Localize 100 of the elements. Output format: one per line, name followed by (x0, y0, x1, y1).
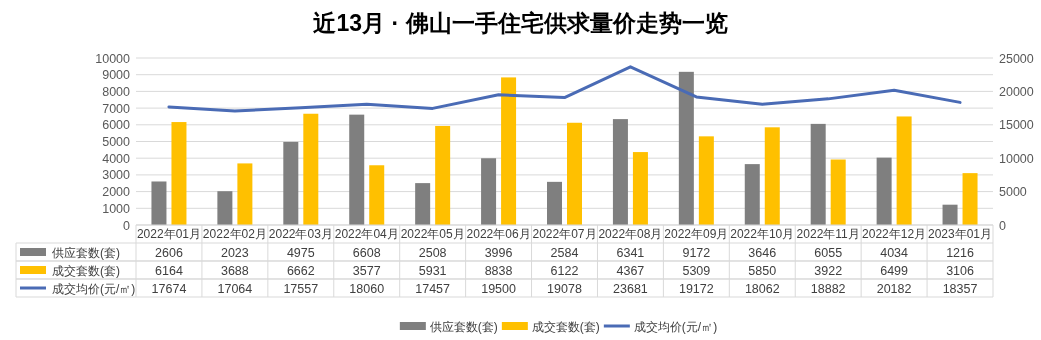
data-label: 19500 (481, 281, 516, 296)
x-tick-label: 2022年09月 (664, 227, 729, 241)
bar (962, 173, 978, 225)
bar (764, 127, 780, 225)
bar (678, 71, 694, 225)
line-series (167, 65, 962, 113)
bar (501, 77, 517, 225)
data-label: 3996 (484, 245, 513, 260)
y-tick-label: 7000 (102, 101, 131, 116)
data-label: 2508 (418, 245, 447, 260)
bar (830, 159, 846, 225)
data-label: 18062 (744, 281, 780, 296)
y-tick-label: 4000 (102, 151, 131, 166)
data-label: 17457 (415, 281, 451, 296)
bar (349, 114, 365, 225)
data-label: 2584 (550, 245, 579, 260)
y-tick-label: 6000 (102, 118, 131, 133)
bar (415, 183, 431, 225)
x-tick-label: 2023年01月 (928, 227, 993, 241)
chart-title: 近13月 · 佛山一手住宅供求量价走势一览 (312, 10, 728, 36)
data-label: 6499 (880, 263, 909, 278)
data-label: 6608 (352, 245, 381, 260)
y2-tick-label: 10000 (999, 151, 1034, 166)
x-tick-label: 2022年10月 (730, 227, 795, 241)
y-tick-label: 1000 (102, 201, 131, 216)
data-label: 6341 (616, 245, 645, 260)
data-label: 4034 (880, 245, 909, 260)
bar (632, 152, 648, 225)
y-tick-label: 3000 (102, 168, 131, 183)
data-label: 1216 (946, 245, 974, 260)
data-label: 17557 (283, 281, 319, 296)
text: 成交均价(元/㎡) (633, 319, 718, 334)
bar (151, 181, 167, 225)
data-label: 3106 (946, 263, 974, 278)
data-label: 3577 (352, 263, 381, 278)
bar (567, 122, 582, 225)
bar (744, 164, 760, 225)
data-label: 5309 (682, 263, 711, 278)
bar (698, 136, 714, 225)
data-label: 19078 (547, 281, 582, 296)
legend-label: 供应套数(套) (52, 245, 120, 260)
data-label: 17064 (217, 281, 253, 296)
data-label: 18882 (810, 281, 846, 296)
text: 供应套数(套) (429, 319, 498, 334)
y-tick-label: 5000 (102, 135, 131, 149)
data-label: 18060 (349, 281, 385, 296)
bar (481, 158, 497, 225)
bar (810, 123, 826, 225)
data-label: 5850 (748, 263, 777, 278)
legend-label: 成交套数(套) (52, 263, 120, 278)
data-label: 23681 (613, 281, 648, 296)
y2-tick-label: 25000 (999, 51, 1034, 66)
data-label: 3646 (748, 245, 777, 260)
bar (303, 113, 319, 225)
x-tick-label: 2022年02月 (202, 227, 267, 241)
bar (283, 141, 299, 225)
bar (942, 204, 958, 225)
y-tick-label: 8000 (102, 84, 131, 99)
bar (237, 163, 253, 225)
y-tick-label: 10000 (95, 51, 131, 66)
bar (217, 191, 233, 225)
data-label: 4975 (286, 245, 315, 260)
bar (612, 119, 628, 225)
data-label: 6122 (550, 263, 579, 278)
data-label: 3688 (220, 263, 249, 278)
x-tick-label: 2022年01月 (136, 227, 201, 241)
data-label: 9172 (682, 245, 711, 260)
text: 成交套数(套) (531, 319, 600, 334)
x-tick-label: 2022年06月 (466, 227, 531, 241)
y2-tick-label: 0 (999, 218, 1006, 233)
data-label: 6164 (155, 263, 183, 278)
data-label: 8838 (484, 263, 513, 278)
bar (435, 125, 451, 225)
legend-label: 成交均价(元/㎡) (52, 281, 136, 296)
y2-tick-label: 15000 (999, 118, 1034, 133)
bar (369, 165, 385, 225)
data-label: 2023 (220, 245, 249, 260)
bar (876, 157, 892, 225)
data-label: 3922 (814, 263, 843, 278)
data-label: 18357 (942, 281, 978, 296)
data-label: 17674 (151, 281, 187, 296)
data-label: 6055 (814, 245, 843, 260)
x-tick-label: 2022年12月 (862, 227, 927, 241)
y2-tick-label: 20000 (999, 84, 1034, 99)
bar (547, 181, 562, 225)
x-tick-label: 2022年11月 (796, 227, 860, 241)
x-tick-label: 2022年07月 (532, 227, 597, 241)
x-tick-label: 2022年03月 (268, 227, 333, 241)
bar (171, 122, 187, 225)
x-tick-label: 2022年08月 (598, 227, 663, 241)
data-label: 20182 (876, 281, 912, 296)
x-tick-label: 2022年04月 (334, 227, 399, 241)
data-label: 19172 (678, 281, 714, 296)
y-tick-label: 2000 (102, 185, 131, 200)
data-label: 5931 (418, 263, 447, 278)
y-tick-label: 0 (123, 218, 131, 233)
data-label: 4367 (616, 263, 645, 278)
data-label: 2606 (155, 245, 183, 260)
data-label: 6662 (286, 263, 315, 278)
y2-tick-label: 5000 (999, 185, 1027, 200)
